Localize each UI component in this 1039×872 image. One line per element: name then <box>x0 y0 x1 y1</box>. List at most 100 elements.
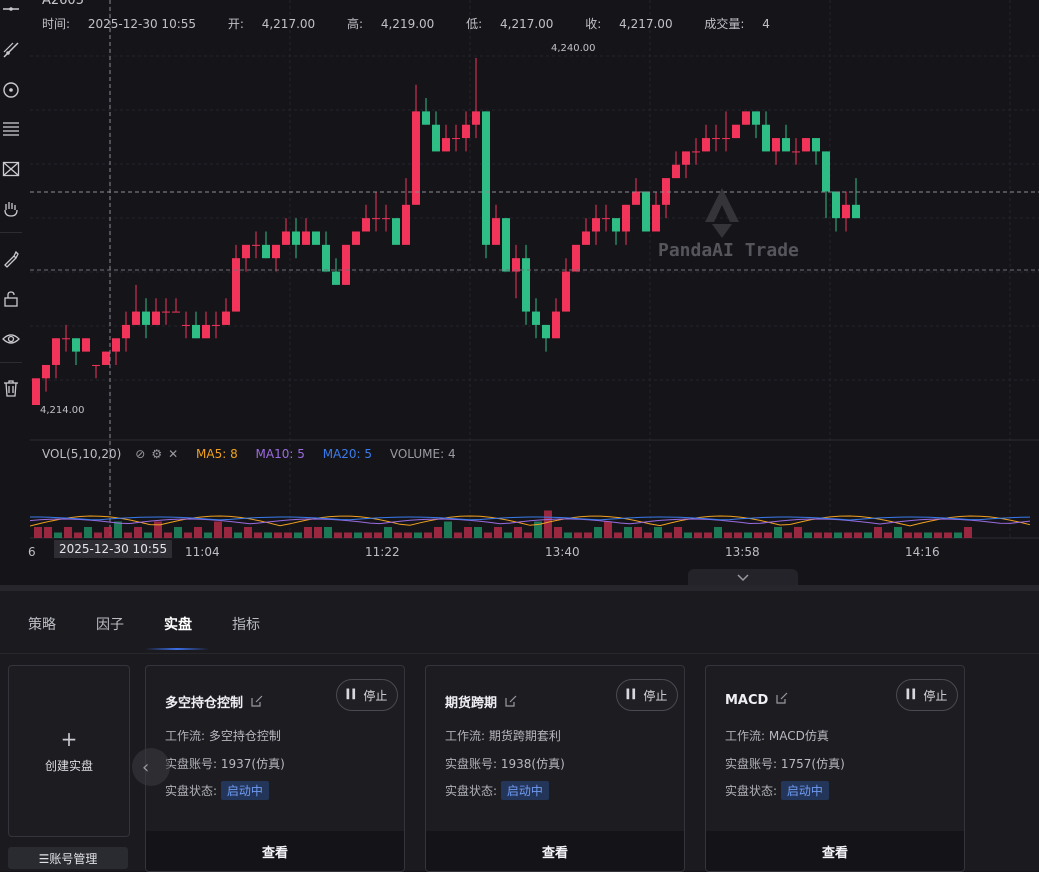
volume-bar <box>924 532 932 538</box>
panel-divider[interactable] <box>0 585 1039 591</box>
tab-indicator[interactable]: 指标 <box>232 617 260 633</box>
volume-bar <box>944 532 952 538</box>
tab-strategy[interactable]: 策略 <box>28 617 56 633</box>
volume-bar <box>394 532 402 538</box>
candle <box>432 111 440 152</box>
live-card: 期货跨期 ▍▍ 停止 工作流: 期货跨期套利 实盘账号: 1938(仿真) 实盘状… <box>425 665 685 872</box>
create-live-button[interactable]: + 创建实盘 <box>8 665 130 837</box>
candle <box>212 311 220 339</box>
candle <box>252 231 260 259</box>
trash-icon[interactable] <box>0 376 22 400</box>
open-label: 开: <box>227 17 244 31</box>
hand-icon[interactable] <box>0 197 22 221</box>
low-marker: 4,214.00 <box>40 405 85 416</box>
volume-bar <box>364 532 372 538</box>
edit-icon[interactable] <box>251 695 263 711</box>
candle <box>692 138 700 165</box>
tab-factor[interactable]: 因子 <box>96 617 124 633</box>
candle <box>662 178 670 219</box>
candle <box>592 204 600 245</box>
candle <box>112 338 120 365</box>
workflow-row: 工作流: MACD仿真 <box>725 727 829 744</box>
candle <box>42 364 50 392</box>
hide-indicator-icon[interactable]: ⊘ <box>135 447 146 461</box>
volume-bar <box>904 532 912 538</box>
volume-bar <box>604 521 612 538</box>
carousel-prev-button[interactable]: ‹ <box>132 748 170 786</box>
candle <box>102 351 110 365</box>
high-value: 4,219.00 <box>380 17 435 31</box>
candle <box>752 111 760 139</box>
candle <box>82 338 90 352</box>
brush-icon[interactable] <box>0 247 22 271</box>
edit-icon[interactable] <box>776 692 788 708</box>
close-icon[interactable]: ✕ <box>168 447 179 461</box>
candlestick-plot[interactable]: 4,240.00 4,214.00 <box>30 0 1039 565</box>
pattern-icon[interactable] <box>0 157 22 181</box>
candle <box>342 244 350 285</box>
settings-icon[interactable]: ⚙ <box>151 447 163 461</box>
stop-button[interactable]: ▍▍ 停止 <box>896 679 958 711</box>
account-management-button[interactable]: ☰账号管理 <box>8 847 128 869</box>
volume-ma-line <box>30 518 1031 525</box>
volume-bar <box>534 521 542 538</box>
candle <box>522 244 530 325</box>
volume-bar <box>664 532 672 538</box>
volume-bar <box>384 527 392 538</box>
volume-bar <box>964 527 972 538</box>
candle <box>412 84 420 205</box>
volume-bar <box>954 532 962 538</box>
candle <box>92 364 100 379</box>
volume-bar <box>544 510 552 538</box>
volume-bar <box>474 527 482 538</box>
card-account: 1938(仿真) <box>500 757 565 771</box>
volume-bar <box>744 532 752 538</box>
card-account: 1937(仿真) <box>220 757 285 771</box>
status-row: 实盘状态: 启动中 <box>725 781 829 800</box>
volume-bar <box>124 532 132 538</box>
volume-bar <box>444 521 452 538</box>
fibonacci-icon[interactable] <box>0 117 22 141</box>
collapse-panel-button[interactable] <box>688 569 798 587</box>
symbol-title[interactable]: A2605 · <box>42 0 93 8</box>
view-button[interactable]: 查看 <box>706 831 964 871</box>
view-button[interactable]: 查看 <box>146 831 404 871</box>
stop-button[interactable]: ▍▍ 停止 <box>336 679 398 711</box>
candle <box>422 98 430 125</box>
account-row: 实盘账号: 1757(仿真) <box>725 755 845 772</box>
candle <box>632 178 640 205</box>
edit-icon[interactable] <box>505 695 517 711</box>
stop-button[interactable]: ▍▍ 停止 <box>616 679 678 711</box>
candle <box>732 124 740 139</box>
volume-bar <box>264 532 272 538</box>
active-tab-underline <box>145 648 209 650</box>
lock-icon[interactable] <box>0 287 22 311</box>
horizontal-line-icon[interactable] <box>0 0 22 21</box>
trend-line-icon[interactable] <box>0 38 22 62</box>
candle <box>622 204 630 245</box>
pause-icon: ▍▍ <box>626 690 640 700</box>
candle <box>642 191 650 232</box>
circle-icon[interactable] <box>0 78 22 102</box>
volume-bar <box>644 532 652 538</box>
workflow-row: 工作流: 多空持仓控制 <box>165 727 281 744</box>
x-tick: 11:04 <box>185 545 220 559</box>
view-button[interactable]: 查看 <box>426 831 684 871</box>
volume-bar <box>624 527 632 538</box>
eye-icon[interactable] <box>0 327 22 351</box>
pause-icon: ▍▍ <box>346 690 360 700</box>
volume-bar <box>254 532 262 538</box>
volume-bar <box>684 532 692 538</box>
volume-bar <box>834 532 842 538</box>
volume-bar <box>304 527 312 538</box>
candle <box>652 191 660 232</box>
tab-live[interactable]: 实盘 <box>164 617 192 633</box>
kline-chart[interactable]: 4,240.00 4,214.00 PandaAI Trade A2605 · 时… <box>28 0 1039 587</box>
volume-bar <box>134 527 142 538</box>
volume-bar <box>464 527 472 538</box>
account-row: 实盘账号: 1937(仿真) <box>165 755 285 772</box>
volume-bar <box>284 532 292 538</box>
volume-ma-line <box>30 516 1031 521</box>
volume-label: 成交量: <box>704 17 745 31</box>
card-title: MACD <box>725 692 788 708</box>
